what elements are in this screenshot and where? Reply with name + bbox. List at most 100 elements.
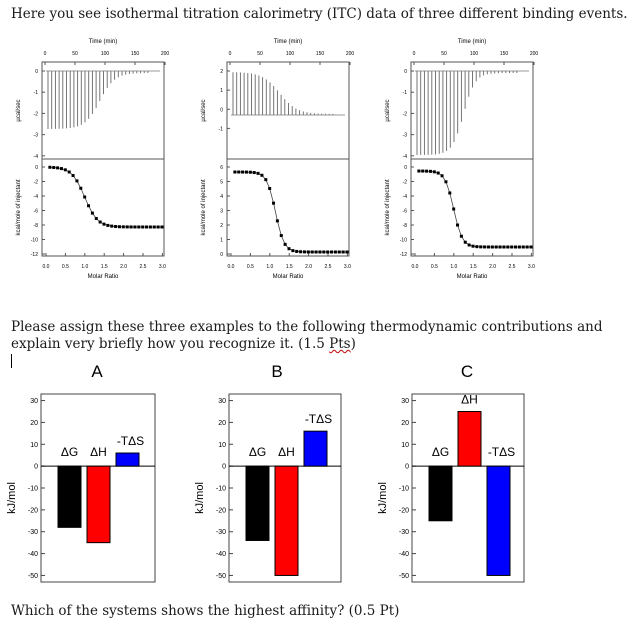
itc-data-point (83, 195, 87, 199)
y-tick-label: 0 (34, 464, 38, 471)
itc-data-point (117, 225, 121, 229)
itc-data-point (517, 245, 521, 249)
bar-chart-C: C 30 20 10 0 -10 -20 -30 -40 -50 kJ/mol ΔG ΔH -TΔS (377, 362, 525, 583)
itc-data-point (244, 170, 248, 174)
y-tick-label: 20 (401, 420, 409, 427)
itc-data-point (137, 225, 141, 229)
itc-time-tick: 150 (500, 51, 509, 57)
y-axis-label: kJ/mol (377, 482, 389, 514)
itc-data-point (494, 245, 498, 249)
y-axis-label: kJ/mol (6, 482, 18, 514)
itc-lower-ylabel: kcal/mole of injectant (16, 179, 22, 235)
y-tick-label: -10 (216, 486, 226, 493)
itc-time-tick: 100 (470, 51, 479, 57)
y-tick-label: -30 (399, 529, 409, 536)
itc-data-point (314, 250, 318, 254)
itc-lower-tick: 4 (220, 194, 223, 200)
bar-dg (245, 465, 270, 541)
itc-ratio-tick: 0.5 (431, 264, 438, 270)
itc-data-point (156, 225, 160, 229)
itc-data-point (428, 169, 432, 173)
itc-data-point (63, 168, 67, 172)
bar-dh (274, 465, 299, 576)
chart-title: C (461, 362, 473, 381)
itc-data-point (440, 174, 444, 178)
itc-lower-tick: 0 (220, 252, 223, 258)
itc-data-point (52, 165, 56, 169)
itc-data-point (252, 171, 256, 175)
y-tick-label: -40 (399, 551, 409, 558)
itc-data-point (264, 178, 268, 182)
itc-time-tick: 50 (72, 51, 78, 57)
itc-time-tick: 150 (131, 51, 140, 57)
itc-upper-frame (410, 61, 534, 160)
itc-time-tick: 100 (101, 51, 110, 57)
bar-tds (303, 430, 328, 467)
itc-data-point (272, 201, 276, 205)
text-cursor (11, 354, 12, 368)
itc-fit-curve (418, 170, 531, 248)
itc-lower-tick: -12 (31, 252, 38, 258)
itc-ratio-tick: 3.0 (528, 264, 535, 270)
itc-xlabel: Molar Ratio (273, 274, 304, 280)
itc-data-point (279, 234, 283, 238)
bar-chart-B: B 30 20 10 0 -10 -20 -30 -40 -50 kJ/mol ΔG ΔH -TΔS (194, 362, 342, 583)
bar-label: ΔG (61, 445, 78, 459)
bar-dh (457, 410, 482, 467)
itc-time-tick: 50 (257, 51, 263, 57)
itc-lower-tick: 1 (220, 238, 223, 244)
itc-data-point (510, 245, 514, 249)
itc-fit-curve (234, 171, 348, 253)
y-tick-label: -30 (216, 529, 226, 536)
y-tick-label: 20 (30, 420, 38, 427)
itc-data-point (467, 243, 471, 247)
itc-data-point (114, 225, 118, 229)
itc-data-point (59, 167, 63, 171)
chart-title: A (91, 362, 103, 381)
itc-xlabel: Molar Ratio (88, 274, 119, 280)
itc-data-point (295, 249, 299, 253)
itc-upper-tick: -3 (403, 133, 408, 139)
itc-upper-tick: -1 (219, 126, 224, 132)
itc-time-tick: 0 (229, 51, 232, 57)
itc-data-point (479, 245, 483, 249)
y-tick-label: -20 (399, 507, 409, 514)
question-1-pts: Pts (329, 336, 351, 352)
itc-time-label: Time (min) (89, 39, 117, 45)
itc-ratio-tick: 2.0 (305, 264, 312, 270)
itc-upper-tick: -4 (34, 154, 39, 160)
itc-upper-tick: -3 (34, 133, 39, 139)
itc-upper-ylabel: µcal/sec (385, 99, 391, 121)
itc-data-point (337, 250, 341, 254)
itc-data-point (237, 170, 241, 174)
itc-time-tick: 0 (44, 51, 47, 57)
itc-data-point (299, 250, 303, 254)
itc-upper-frame (41, 61, 165, 160)
itc-ratio-tick: 1.5 (101, 264, 108, 270)
itc-upper-tick: 0 (404, 69, 407, 75)
bar-label: -TΔS (117, 434, 144, 448)
itc-time-tick: 0 (413, 51, 416, 57)
itc-data-point (67, 170, 71, 174)
itc-ratio-tick: 1.5 (470, 264, 477, 270)
itc-ratio-tick: 1.0 (266, 264, 273, 270)
itc-upper-tick: 0 (35, 69, 38, 75)
y-tick-label: 10 (401, 442, 409, 449)
y-tick-label: -40 (28, 551, 38, 558)
itc-data-point (256, 171, 260, 175)
y-tick-label: 10 (218, 442, 226, 449)
itc-panel-1: Time (min) 0 50 100 150 200 0 -1 -2 -3 -4 µcal/sec 0… (16, 39, 169, 280)
itc-data-point (275, 219, 279, 223)
itc-data-point (248, 170, 252, 174)
itc-time-tick: 50 (441, 51, 447, 57)
itc-data-point (48, 165, 52, 169)
itc-data-point (444, 180, 448, 184)
intro-text: Here you see isothermal titration calori… (11, 6, 628, 22)
itc-data-point (87, 204, 91, 208)
itc-data-point (459, 234, 463, 238)
itc-data-point (432, 170, 436, 174)
itc-lower-frame (41, 158, 165, 257)
itc-data-point (310, 250, 314, 254)
itc-data-point (129, 225, 133, 229)
itc-data-point (486, 245, 490, 249)
